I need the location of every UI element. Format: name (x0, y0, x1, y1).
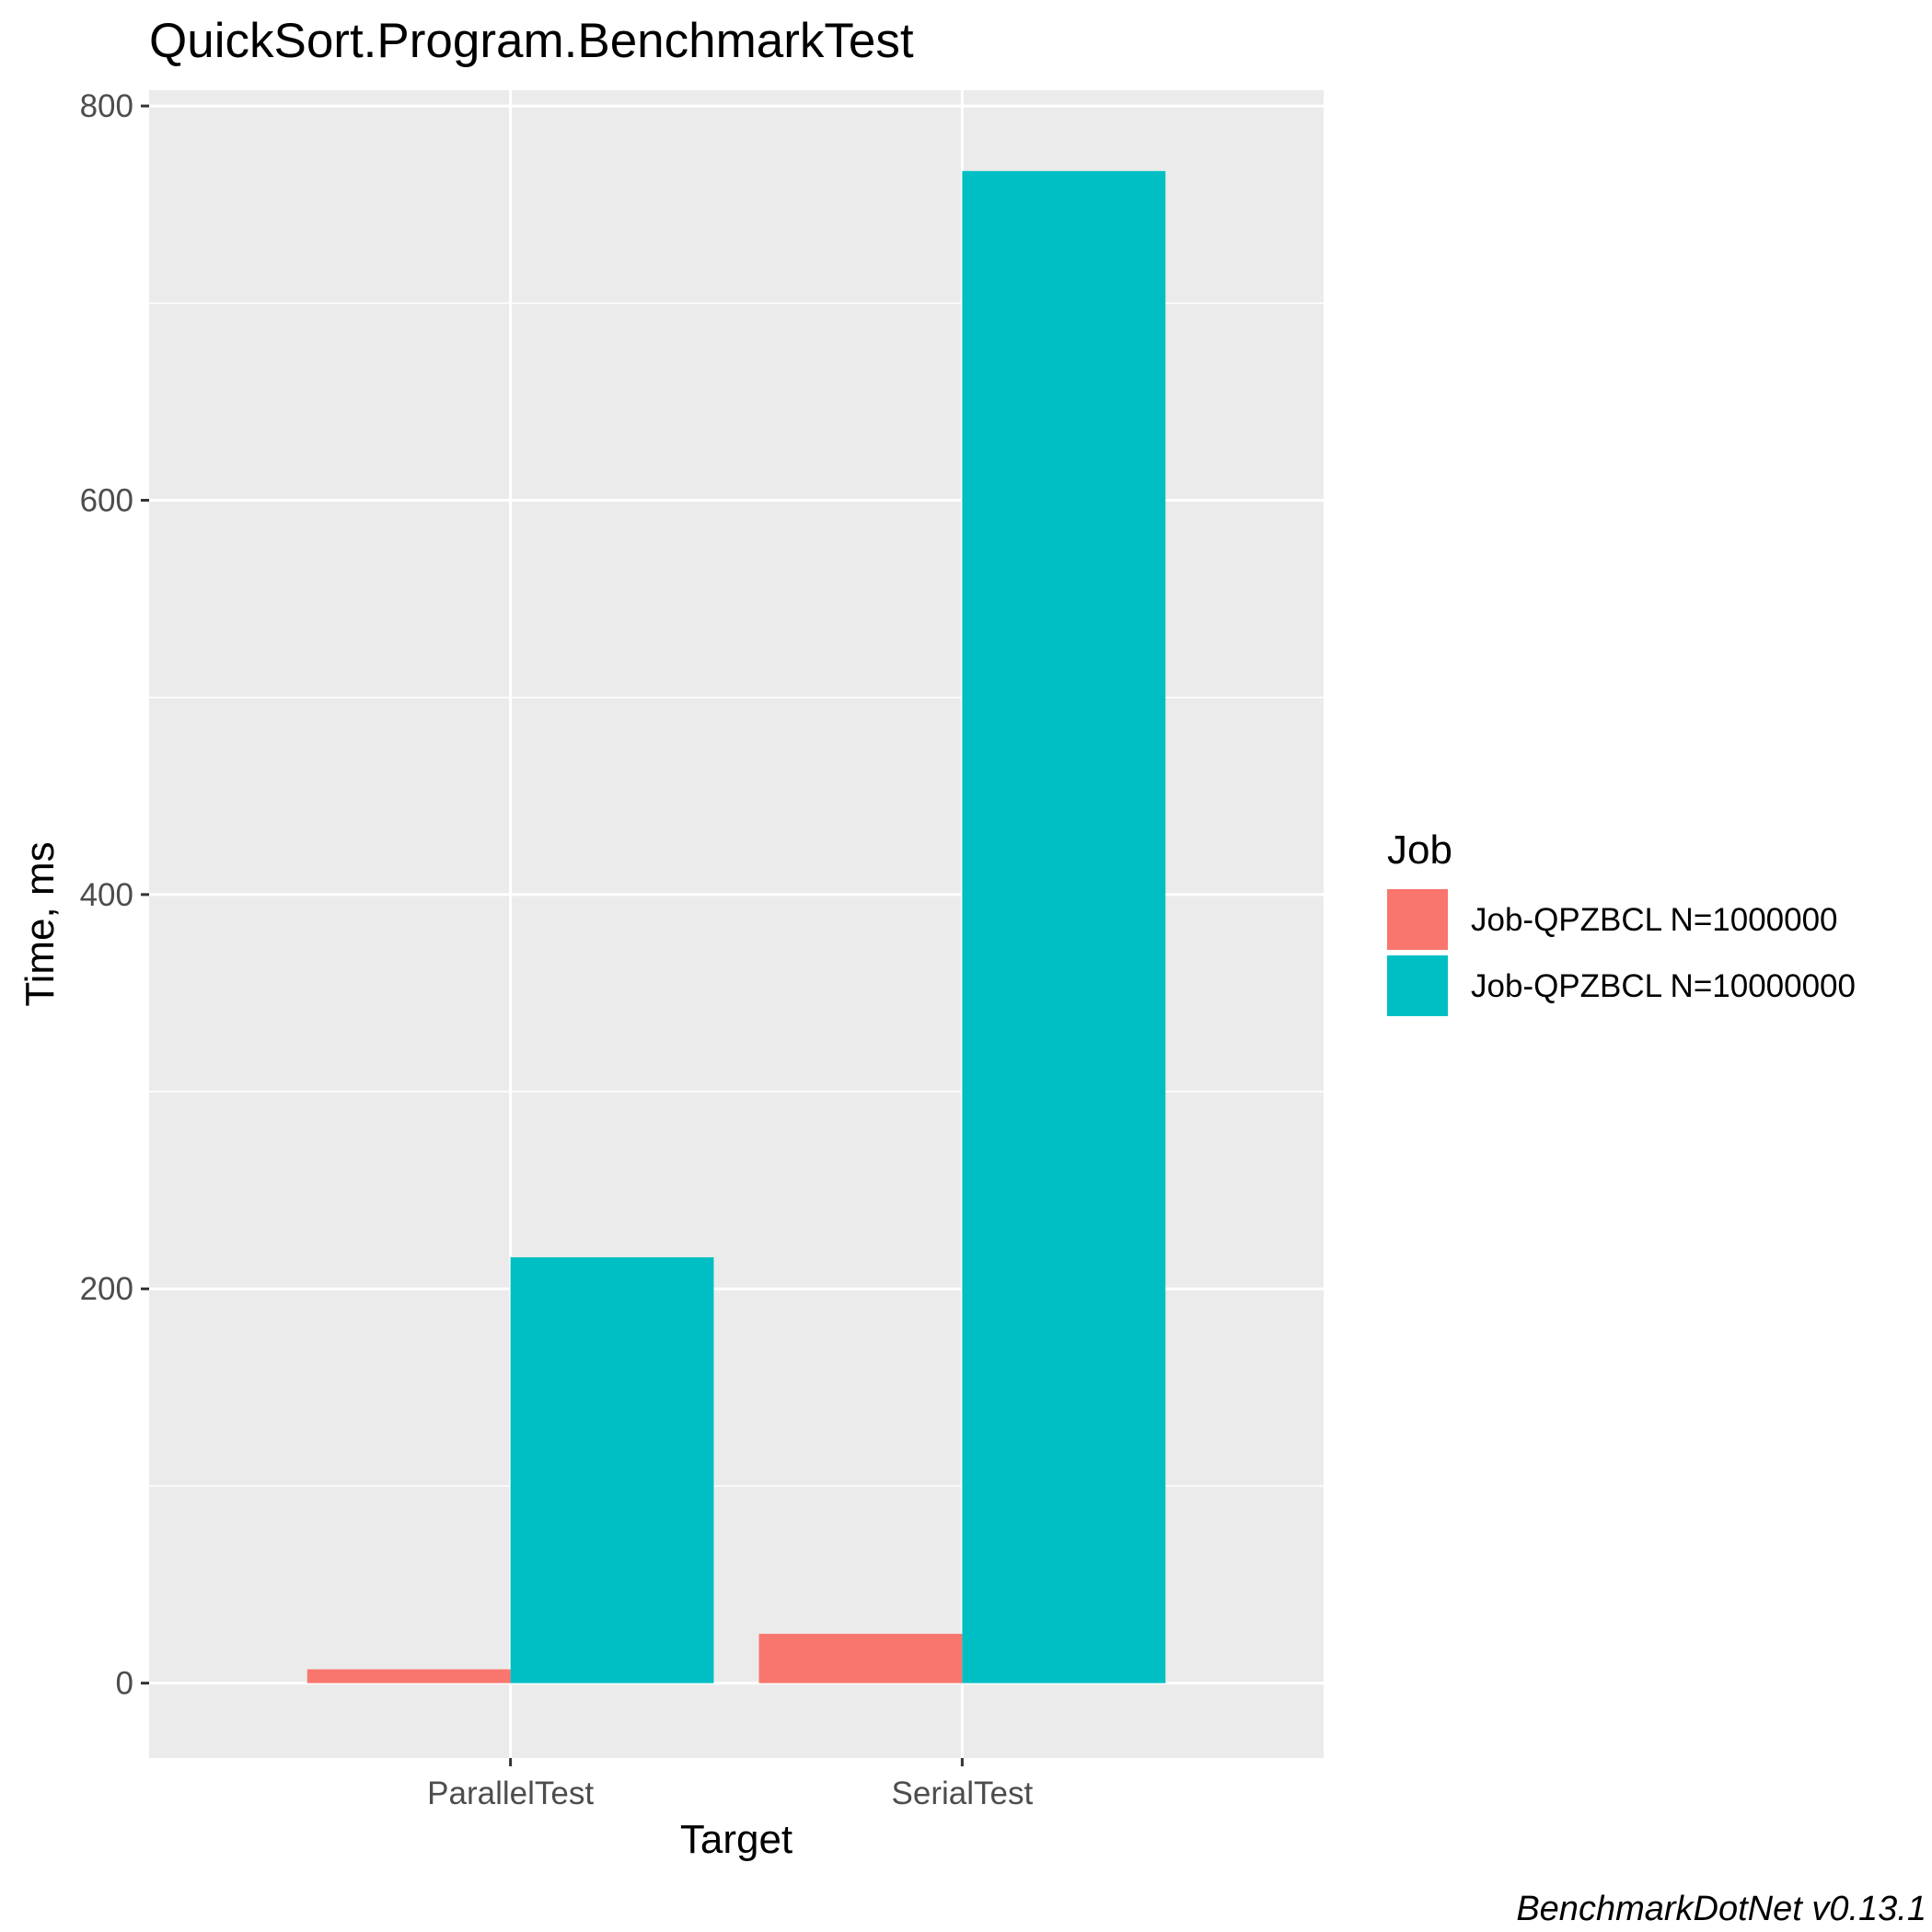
legend-label: Job-QPZBCL N=1000000 (1471, 902, 1838, 938)
legend-title: Job (1387, 827, 1452, 873)
y-axis-title: Time, ms (17, 841, 63, 1006)
x-axis-title: Target (680, 1817, 792, 1862)
x-tick-label: ParallelTest (427, 1776, 594, 1811)
x-axis: ParallelTest SerialTest (427, 1758, 1033, 1811)
y-tick-label: 200 (80, 1271, 133, 1307)
bar (307, 1669, 511, 1683)
y-tick-label: 800 (80, 88, 133, 124)
bars-group (307, 170, 1166, 1683)
bar (962, 170, 1166, 1683)
y-axis: 0 200 400 600 800 (80, 88, 149, 1702)
x-tick-label: SerialTest (892, 1776, 1034, 1811)
legend-label: Job-QPZBCL N=10000000 (1471, 968, 1856, 1004)
chart-title: QuickSort.Program.BenchmarkTest (149, 14, 914, 68)
chart-caption: BenchmarkDotNet v0.13.1 (1516, 1890, 1926, 1928)
y-tick-label: 600 (80, 483, 133, 519)
bar (758, 1634, 963, 1683)
legend-key (1387, 889, 1448, 950)
bar (510, 1256, 714, 1683)
legend-key (1387, 955, 1448, 1016)
y-tick-label: 0 (116, 1666, 133, 1702)
legend: Job Job-QPZBCL N=1000000 Job-QPZBCL N=100… (1387, 827, 1856, 1016)
y-tick-label: 400 (80, 877, 133, 913)
